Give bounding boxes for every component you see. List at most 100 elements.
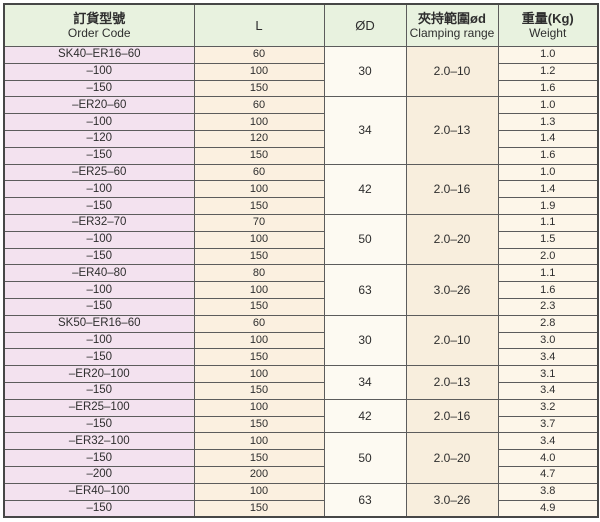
weight-cell: 3.4 [497,432,599,451]
length-cell: 100 [193,365,325,383]
table-row: –100 100 3.0 [3,331,599,350]
order-code-cell: –ER25–100 [3,398,195,417]
length-cell: 150 [193,146,325,165]
length-cell: 60 [193,46,325,64]
weight-cell: 1.6 [497,281,599,299]
weight-cell: 1.6 [497,79,599,98]
order-code-cell: –ER32–100 [3,432,195,451]
order-code-cell: –100 [3,230,195,249]
table-row: SK50–ER16–60 60 30 2.0–10 2.8 [3,314,599,367]
clamping-range-cell: 3.0–26 [405,264,499,316]
clamping-range-cell: 2.0–13 [405,365,499,400]
table-row: –ER40–80 80 63 3.0–26 1.1 [3,264,599,316]
weight-cell: 1.9 [497,197,599,215]
length-cell: 100 [193,281,325,299]
weight-cell: 1.0 [497,46,599,64]
order-code-cell: –150 [3,197,195,215]
order-code-cell: –ER20–100 [3,365,195,383]
table-row: –ER20–100 100 34 2.0–13 3.1 [3,365,599,400]
length-cell: 60 [193,314,325,333]
table-row: –150 150 1.6 [3,146,599,165]
weight-cell: 3.7 [497,415,599,434]
table-row: –150 150 2.3 [3,297,599,316]
table-row: –150 150 1.6 [3,79,599,98]
header-length: L [193,3,325,47]
order-code-cell: SK50–ER16–60 [3,314,195,333]
header-clamping-en: Clamping range [409,26,495,40]
weight-cell: 1.1 [497,213,599,232]
weight-cell: 1.0 [497,163,599,182]
order-code-cell: –150 [3,381,195,400]
order-code-cell: –100 [3,180,195,199]
weight-cell: 1.2 [497,62,599,81]
weight-cell: 4.7 [497,465,599,484]
length-cell: 100 [193,482,325,501]
table-row: –150 150 3.4 [3,381,599,400]
table-row: –150 150 3.7 [3,415,599,434]
od-cell: 42 [323,398,407,434]
table-row: –ER25–100 100 42 2.0–16 3.2 [3,398,599,434]
order-code-cell: –150 [3,79,195,98]
order-code-cell: –100 [3,281,195,299]
length-cell: 150 [193,381,325,400]
length-cell: 120 [193,129,325,148]
clamping-range-cell: 2.0–16 [405,163,499,215]
weight-cell: 4.9 [497,499,599,518]
clamping-range-cell: 2.0–16 [405,398,499,434]
table-row: SK40–ER16–60 60 30 2.0–10 1.0 [3,45,599,98]
length-cell: 60 [193,163,325,182]
length-cell: 100 [193,180,325,199]
order-code-cell: SK40–ER16–60 [3,46,195,64]
header-clamping-zh: 夾持範圍ød [418,11,486,26]
header-weight-zh: 重量(Kg) [521,11,574,26]
length-cell: 80 [193,264,325,283]
od-cell: 63 [323,482,407,518]
weight-cell: 1.1 [497,264,599,283]
clamping-range-cell: 2.0–13 [405,96,499,165]
tool-holder-spec-table: 訂貨型號 Order Code L ØD 夾持範圍ød Clamping ran… [3,3,599,519]
length-cell: 150 [193,197,325,215]
od-cell: 50 [323,213,407,266]
od-cell: 30 [323,45,407,98]
od-cell: 30 [323,314,407,367]
order-code-cell: –100 [3,331,195,350]
weight-cell: 3.8 [497,482,599,501]
table-row: –150 150 3.4 [3,348,599,367]
clamping-range-cell: 2.0–20 [405,432,499,484]
od-cell: 50 [323,432,407,484]
length-cell: 100 [193,230,325,249]
weight-cell: 2.3 [497,297,599,316]
order-code-cell: –100 [3,113,195,131]
weight-cell: 3.1 [497,365,599,383]
weight-cell: 2.0 [497,247,599,266]
order-code-cell: –200 [3,465,195,484]
table-row: –ER20–60 60 34 2.0–13 1.0 [3,96,599,165]
weight-cell: 1.4 [497,129,599,148]
table-row: –100 100 1.2 [3,62,599,81]
od-cell: 34 [323,96,407,165]
header-clamping-range: 夾持範圍ød Clamping range [405,3,499,47]
header-order-code-en: Order Code [67,26,131,40]
weight-cell: 1.6 [497,146,599,165]
od-cell: 63 [323,264,407,316]
length-cell: 70 [193,213,325,232]
weight-cell: 1.0 [497,96,599,115]
weight-cell: 4.0 [497,449,599,467]
length-cell: 200 [193,465,325,484]
order-code-cell: –ER40–100 [3,482,195,501]
header-row: 訂貨型號 Order Code L ØD 夾持範圍ød Clamping ran… [3,3,599,47]
weight-cell: 3.4 [497,348,599,367]
weight-cell: 1.3 [497,113,599,131]
weight-cell: 1.4 [497,180,599,199]
order-code-cell: –ER40–80 [3,264,195,283]
table-row: –200 200 4.7 [3,465,599,484]
order-code-cell: –120 [3,129,195,148]
length-cell: 150 [193,297,325,316]
header-od-label: ØD [355,18,375,33]
table-row: –150 150 4.9 [3,499,599,518]
order-code-cell: –ER32–70 [3,213,195,232]
table-row: –150 150 1.9 [3,197,599,215]
order-code-cell: –100 [3,62,195,81]
order-code-cell: –150 [3,348,195,367]
weight-cell: 2.8 [497,314,599,333]
